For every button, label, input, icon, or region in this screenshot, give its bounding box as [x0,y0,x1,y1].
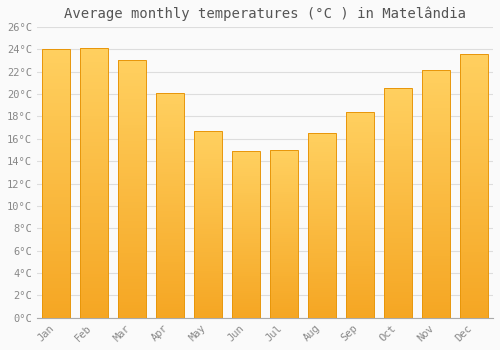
Bar [232,151,260,318]
Bar [346,112,374,318]
Bar [194,131,222,318]
Bar [422,70,450,318]
Bar [384,88,412,318]
Title: Average monthly temperatures (°C ) in Matelândia: Average monthly temperatures (°C ) in Ma… [64,7,466,21]
Bar [80,48,108,318]
Bar [460,54,488,318]
Bar [270,150,298,318]
Bar [42,49,70,318]
Bar [308,133,336,318]
Bar [156,93,184,318]
Bar [118,60,146,318]
